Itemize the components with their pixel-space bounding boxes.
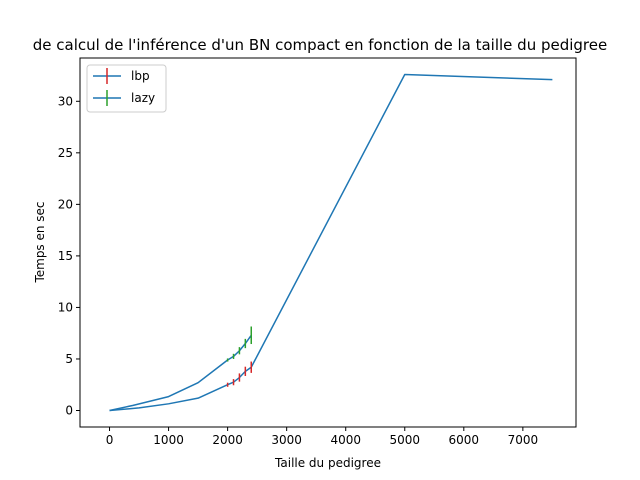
x-tick-label: 6000 [449, 433, 480, 447]
y-axis-label: Temps en sec [33, 201, 47, 283]
x-tick-label: 5000 [389, 433, 420, 447]
x-axis-label: Taille du pedigree [274, 456, 381, 470]
legend-label-lbp: lbp [131, 69, 150, 83]
legend: lbp lazy [86, 64, 167, 113]
error-bars [226, 326, 252, 387]
x-tick-label: 4000 [330, 433, 361, 447]
y-tick-label: 15 [58, 249, 73, 263]
x-axis-ticks: 0 1000 2000 3000 4000 5000 6000 7000 [106, 427, 538, 447]
chart-title: de calcul de l'inférence d'un BN compact… [33, 36, 607, 54]
legend-label-lazy: lazy [131, 91, 155, 105]
x-tick-label: 2000 [212, 433, 243, 447]
y-tick-label: 20 [58, 197, 73, 211]
plot-background [80, 58, 576, 427]
x-tick-label: 1000 [153, 433, 184, 447]
x-tick-label: 3000 [271, 433, 302, 447]
y-tick-label: 25 [58, 146, 73, 160]
y-tick-label: 10 [58, 300, 73, 314]
y-tick-label: 5 [65, 352, 73, 366]
y-tick-label: 0 [65, 404, 73, 418]
y-tick-label: 30 [58, 94, 73, 108]
y-axis-ticks: 0 5 10 15 20 25 30 [58, 94, 80, 418]
plot-frame [79, 57, 577, 428]
x-tick-label: 0 [106, 433, 114, 447]
x-tick-label: 7000 [508, 433, 539, 447]
